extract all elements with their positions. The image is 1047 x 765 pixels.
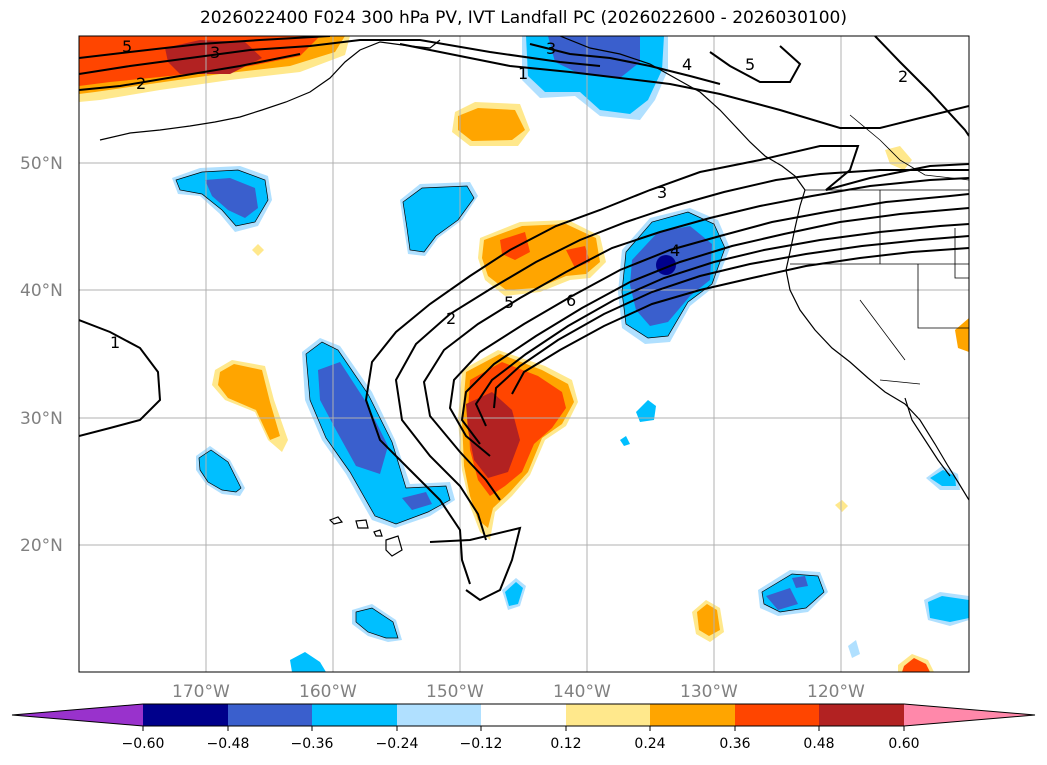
contour-label: 3: [546, 39, 556, 58]
contour-label: 3: [657, 183, 667, 202]
colorbar-tick-label: 0.36: [719, 736, 750, 752]
lat-label: 20°N: [20, 536, 63, 556]
colorbar-segment: [566, 704, 650, 726]
colorbar-high-extension: [904, 704, 1035, 726]
pv-shading: [79, 36, 969, 672]
lon-label: 160°W: [299, 682, 357, 702]
lon-label: 130°W: [680, 682, 738, 702]
gridlines: [79, 36, 969, 672]
colorbar-tick-label: 0.12: [550, 736, 581, 752]
colorbar-low-extension: [12, 704, 143, 726]
coastlines: [99, 36, 969, 557]
figure-title: 2026022400 F024 300 hPa PV, IVT Landfall…: [199, 8, 847, 28]
contour-label: 2: [136, 74, 146, 93]
contour-label: 3: [210, 43, 220, 62]
contour-label: 4: [682, 55, 692, 74]
contour-label: 1: [518, 64, 528, 83]
colorbar-segment: [228, 704, 312, 726]
contour-label: 2: [446, 309, 456, 328]
pv-outlines: [175, 169, 825, 639]
map-background: [79, 36, 969, 672]
map-content: 5 3 2 3 1 4 5 2 1 3 2 5 6 4: [79, 36, 969, 672]
colorbar-segment: [397, 704, 481, 726]
contour-label: 2: [898, 67, 908, 86]
map-frame: [78, 35, 970, 673]
colorbar-tick-label: 0.48: [803, 736, 834, 752]
colorbar-tick-label: −0.24: [376, 736, 419, 752]
longitude-labels: 170°W 160°W 150°W 140°W 130°W 120°W: [172, 682, 865, 702]
contour-labels: 5 3 2 3 1 4 5 2 1 3 2 5 6 4: [110, 37, 908, 352]
latitude-labels: 50°N 40°N 30°N 20°N: [20, 154, 63, 556]
colorbar-segment: [312, 704, 397, 726]
colorbar-tick-label: 0.60: [888, 736, 919, 752]
colorbar-segment: [481, 704, 566, 726]
lat-label: 30°N: [20, 409, 63, 429]
lon-label: 140°W: [553, 682, 611, 702]
lat-label: 50°N: [20, 154, 63, 174]
lon-label: 150°W: [426, 682, 484, 702]
contour-label: 4: [670, 241, 680, 260]
ivt-contours: [79, 36, 969, 602]
lon-label: 120°W: [807, 682, 865, 702]
contour-label: 5: [745, 55, 755, 74]
lon-label: 170°W: [172, 682, 230, 702]
colorbar-tick-label: −0.12: [460, 736, 503, 752]
lat-label: 40°N: [20, 281, 63, 301]
contour-label: 1: [110, 333, 120, 352]
colorbar-segment: [735, 704, 819, 726]
colorbar: −0.60 −0.48 −0.36 −0.24 −0.12 0.12 0.24 …: [11, 703, 1036, 752]
colorbar-segment: [143, 704, 228, 726]
contour-label: 6: [566, 291, 576, 310]
colorbar-segment: [650, 704, 735, 726]
contour-label: 5: [122, 37, 132, 56]
contour-label: 5: [504, 293, 514, 312]
colorbar-tick-label: −0.36: [291, 736, 334, 752]
colorbar-tick-label: 0.24: [634, 736, 665, 752]
colorbar-tick-label: −0.60: [122, 736, 165, 752]
colorbar-segment: [819, 704, 904, 726]
colorbar-tick-label: −0.48: [207, 736, 250, 752]
